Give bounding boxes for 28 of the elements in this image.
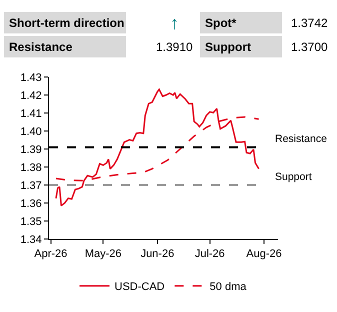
- y-tick-label: 1.41: [20, 108, 42, 120]
- text: 1.3700: [291, 40, 328, 54]
- y-tick-label: 1.35: [20, 216, 42, 228]
- y-tick-label: 1.43: [20, 72, 42, 84]
- line-series: [55, 88, 260, 206]
- y-tick-label: 1.39: [20, 144, 42, 156]
- x-tick-label: Jun-26: [140, 248, 174, 260]
- text: Short-term direction: [9, 16, 124, 30]
- text: Resistance: [9, 40, 73, 54]
- text: Support: [205, 40, 251, 54]
- x-tick-label: Aug-26: [246, 248, 282, 260]
- legend-label: 50 dma: [210, 281, 248, 294]
- text: Spot*: [205, 16, 237, 30]
- y-tick-label: 1.34: [20, 234, 42, 246]
- y-tick-label: 1.37: [20, 180, 42, 192]
- ref-line-label: Support: [275, 171, 312, 183]
- text: 1.3910: [156, 40, 194, 54]
- y-tick-label: 1.38: [20, 162, 42, 174]
- ref-line-label: Resistance: [275, 133, 328, 145]
- y-tick-label: 1.42: [20, 90, 42, 102]
- x-tick-label: Jul-26: [194, 248, 225, 260]
- y-tick-label: 1.36: [20, 198, 42, 210]
- legend-label: USD-CAD: [114, 281, 165, 294]
- text: 1.3742: [291, 16, 328, 30]
- y-tick-label: 1.40: [20, 126, 42, 138]
- x-tick-label: Apr-26: [34, 248, 68, 260]
- x-tick-label: May-26: [84, 248, 122, 260]
- text: ↑: [170, 13, 179, 33]
